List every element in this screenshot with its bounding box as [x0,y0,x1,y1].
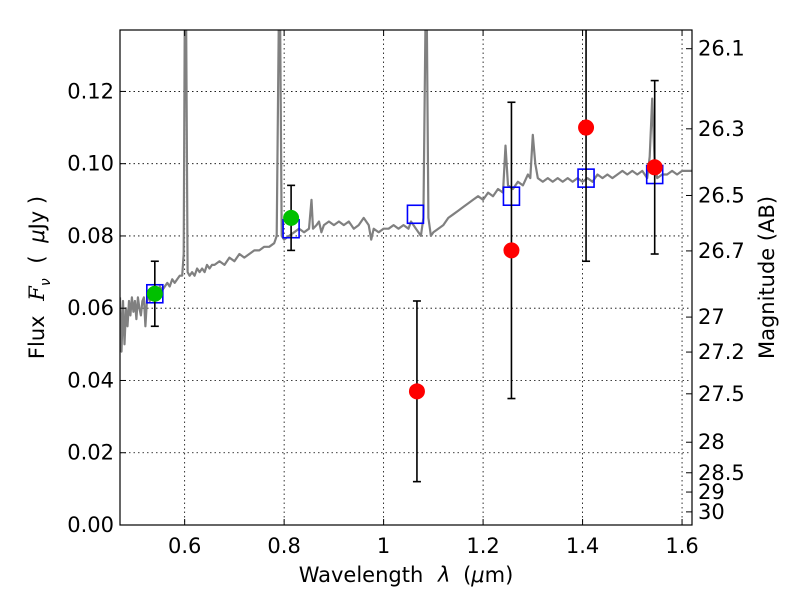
mag-tick-label: 26.3 [698,117,745,141]
mag-tick-label: 28 [698,430,725,454]
x-label-lambda: λ [437,563,450,587]
y-tick-label: 0.04 [67,368,114,392]
y-label-mu: μ [25,229,49,243]
ticks: 0.6 0.8 1 1.2 1.4 1.6 0.00 0.02 0.04 0.06 0.08 0.10… [67,30,745,558]
x-label-unit: m) [485,563,514,587]
mag-tick-label: 27 [698,305,725,329]
y-tick-label: 0.08 [67,224,114,248]
y-tick-label: 0.10 [67,152,114,176]
x-tick-label: 0.6 [168,534,201,558]
x-tick-label: 0.8 [267,534,300,558]
nir-flux-point [646,159,663,176]
model-flux-square [406,204,425,225]
x-tick-label: 1.6 [665,534,698,558]
mag-tick-label: 26.5 [698,183,745,207]
y-label-unit: Jy ) [25,196,49,232]
mag-tick-label: 27.5 [698,382,745,406]
mag-tick-label: 28.5 [698,461,745,485]
grid [120,30,692,526]
plot-area [120,30,692,483]
x-label-mu: μ [470,563,484,587]
x-axis-label: Wavelength λ (μm) [299,563,514,587]
y-label-F: F [25,285,49,302]
mag-tick-label: 29 [698,480,725,504]
x-tick-label: 1.2 [466,534,499,558]
y-axis-label: Flux Fν ( μJy ) [25,196,55,359]
optical-flux-point [146,285,163,302]
y-tick-label: 0.00 [67,513,114,537]
x-tick-label: 1.4 [566,534,599,558]
mag-tick-label: 26.7 [698,239,745,263]
y-tick-label: 0.12 [67,79,114,103]
nir-flux-point [578,119,595,136]
x-label-paren: ( [463,563,471,587]
optical-flux-point [283,209,300,226]
mag-tick-label: 30 [698,500,725,524]
x-tick-label: 1 [377,534,390,558]
y-label-nu: ν [38,278,54,286]
y-label-paren: ( [25,255,49,263]
y-tick-label: 0.06 [67,296,114,320]
nir-flux-point [503,242,520,259]
y2-axis-label: Magnitude (AB) [755,196,779,359]
mag-tick-label: 26.1 [698,37,745,61]
spectrum-line [120,30,692,353]
nir-flux-point [408,383,425,400]
x-label-word: Wavelength [299,563,424,587]
mag-tick-label: 27.2 [698,340,745,364]
y-tick-label: 0.02 [67,441,114,465]
axes-frame [119,29,693,526]
y-label-word: Flux [25,315,49,359]
